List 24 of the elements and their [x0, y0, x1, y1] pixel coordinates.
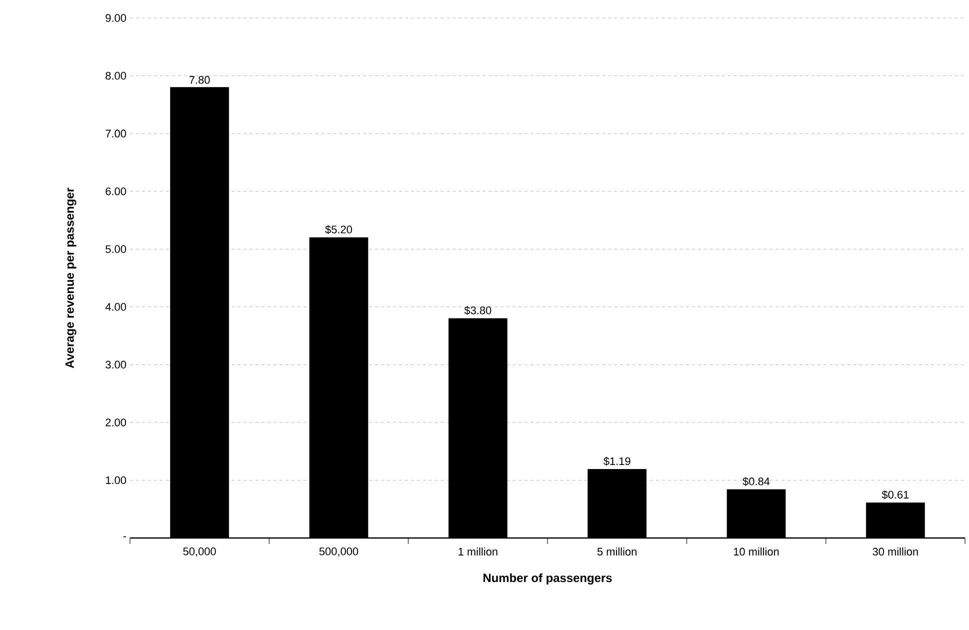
y-tick-label: -: [123, 536, 126, 538]
y-tick-label: 9.00: [106, 14, 126, 22]
data-label: 7.80: [189, 76, 210, 84]
x-tick-label: 10 million: [734, 548, 779, 556]
y-tick-label: 8.00: [106, 72, 126, 80]
y-tick-label: 3.00: [106, 360, 126, 369]
y-tick-label: 4.00: [105, 303, 126, 311]
data-label: $3.80: [464, 306, 492, 315]
y-tick-label: 7.00: [106, 130, 126, 138]
data-label: $0.84: [742, 477, 770, 486]
data-label: $5.20: [325, 225, 352, 234]
y-tick-label: 5.00: [106, 245, 126, 253]
y-tick-label: 1.00: [106, 476, 126, 484]
y-tick-label: 6.00: [106, 187, 126, 196]
x-tick-label: 500,000: [319, 548, 358, 557]
x-tick-label: 5 million: [597, 548, 636, 556]
y-tick-label: 2.00: [106, 418, 126, 426]
data-label: $1.19: [604, 456, 630, 466]
x-tick-label: 1 million: [458, 548, 498, 556]
x-tick-label: 50,000: [183, 548, 216, 557]
x-tick-label: 30 million: [872, 548, 918, 556]
x-axis-title: Number of passengers: [484, 573, 612, 585]
y-axis-title: Average revenue per passenger: [66, 188, 76, 368]
data-label: $0.61: [882, 490, 909, 500]
